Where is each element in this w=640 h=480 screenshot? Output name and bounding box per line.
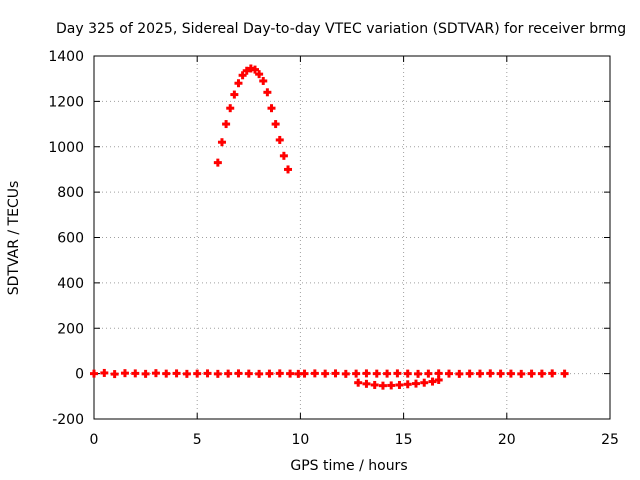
data-point (354, 378, 363, 387)
data-point (213, 369, 222, 378)
data-point (90, 369, 98, 378)
x-tick-label: 25 (601, 432, 619, 448)
plot-border (93, 55, 611, 420)
data-point (213, 158, 222, 167)
chart-title: Day 325 of 2025, Sidereal Day-to-day VTE… (56, 21, 626, 37)
data-point (172, 369, 181, 378)
data-point (259, 76, 268, 85)
y-tick-label: -200 (52, 412, 84, 428)
data-point (286, 369, 295, 378)
data-point (238, 71, 247, 80)
y-tick-label: 0 (75, 367, 84, 383)
y-axis-ticks: -200 0 200 400 600 800 1000 1200 1400 (48, 49, 610, 428)
data-point (263, 88, 272, 97)
data-point (383, 369, 392, 378)
x-tick-label: 5 (193, 432, 202, 448)
data-point (151, 369, 160, 378)
data-point (506, 369, 515, 378)
data-point (414, 369, 423, 378)
data-point (230, 90, 239, 99)
data-point (250, 65, 259, 74)
data-point (341, 369, 350, 378)
data-point (395, 380, 404, 389)
data-point (372, 369, 381, 378)
data-point (120, 369, 129, 378)
x-tick-label: 15 (395, 432, 413, 448)
x-axis-label: GPS time / hours (290, 458, 407, 474)
data-point (455, 369, 464, 378)
data-point (234, 79, 243, 88)
data-point (403, 369, 412, 378)
data-point (560, 369, 569, 378)
y-tick-label: 1400 (48, 49, 84, 65)
data-point (370, 380, 379, 389)
y-tick-label: 1200 (48, 94, 84, 110)
data-point (284, 165, 293, 174)
data-point (279, 151, 288, 160)
data-point (267, 104, 276, 113)
data-point (331, 369, 340, 378)
x-tick-label: 20 (498, 432, 516, 448)
plot-frame (93, 55, 611, 420)
x-axis-ticks: 0 5 10 15 20 25 (90, 56, 619, 448)
data-point (362, 369, 371, 378)
data-point (486, 369, 495, 378)
data-point (131, 369, 140, 378)
data-point (162, 369, 171, 378)
data-point (378, 381, 387, 390)
data-point (465, 369, 474, 378)
data-point (411, 379, 420, 388)
data-point (255, 70, 264, 79)
data-point (271, 120, 280, 129)
data-point (475, 369, 484, 378)
x-tick-label: 0 (90, 432, 99, 448)
data-point (393, 369, 402, 378)
grid-lines (94, 56, 610, 419)
data-point (275, 135, 284, 144)
y-tick-label: 400 (57, 276, 84, 292)
data-point (300, 369, 309, 378)
data-point (100, 368, 109, 377)
data-point (224, 369, 233, 378)
data-points (90, 64, 569, 390)
data-point (428, 377, 437, 386)
data-point (434, 375, 443, 384)
data-point (141, 369, 150, 378)
data-point (222, 120, 231, 129)
data-point (275, 369, 284, 378)
data-point (537, 369, 546, 378)
x-tick-label: 10 (291, 432, 309, 448)
data-point (387, 381, 396, 390)
data-point (217, 138, 226, 147)
data-point (265, 369, 274, 378)
data-point (203, 369, 212, 378)
y-tick-label: 600 (57, 231, 84, 247)
data-point (226, 104, 235, 113)
y-tick-label: 200 (57, 321, 84, 337)
data-point (403, 380, 412, 389)
data-point (420, 378, 429, 387)
data-point (321, 369, 330, 378)
data-point (445, 369, 454, 378)
data-point (234, 369, 243, 378)
data-point (362, 379, 371, 388)
data-point (527, 369, 536, 378)
y-tick-label: 1000 (48, 140, 84, 156)
data-point (110, 370, 119, 379)
y-axis-label: SDTVAR / TECUs (6, 181, 22, 296)
data-point (424, 369, 433, 378)
data-point (310, 369, 319, 378)
data-point (496, 369, 505, 378)
data-point (517, 369, 526, 378)
y-tick-label: 800 (57, 185, 84, 201)
data-point (548, 369, 557, 378)
data-point (244, 369, 253, 378)
data-point (352, 369, 361, 378)
data-point (255, 369, 264, 378)
data-point (182, 369, 191, 378)
data-point (193, 369, 202, 378)
